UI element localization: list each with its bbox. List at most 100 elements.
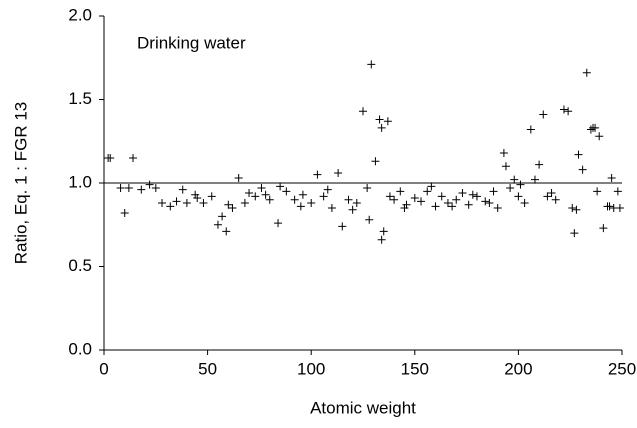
point [375, 115, 384, 124]
point [410, 194, 419, 203]
point [151, 184, 160, 193]
point [551, 195, 560, 204]
point [530, 175, 539, 184]
point [276, 182, 285, 191]
point [274, 219, 283, 228]
point [327, 204, 336, 213]
point [116, 184, 125, 193]
point [613, 187, 622, 196]
point [218, 212, 227, 221]
point [228, 204, 237, 213]
point [377, 123, 386, 132]
point [307, 199, 316, 208]
point [124, 184, 133, 193]
point [568, 204, 577, 213]
point [543, 192, 552, 201]
point [591, 123, 600, 132]
point [437, 192, 446, 201]
x-tick-label: 150 [401, 359, 429, 378]
point [472, 192, 481, 201]
point [385, 192, 394, 201]
x-tick-label: 0 [99, 359, 108, 378]
point [282, 187, 291, 196]
point [510, 175, 519, 184]
point [605, 202, 614, 211]
point [458, 189, 467, 198]
point [313, 170, 322, 179]
point [570, 229, 579, 238]
point [224, 200, 233, 209]
point [427, 182, 436, 191]
point [390, 195, 399, 204]
point [574, 150, 583, 159]
point [319, 192, 328, 201]
point [129, 153, 138, 162]
y-axis-label: Ratio, Eq. 1 : FGR 13 [11, 102, 30, 265]
point [265, 195, 274, 204]
point [489, 187, 498, 196]
x-tick-label: 200 [504, 359, 532, 378]
point [448, 202, 457, 211]
point [234, 173, 243, 182]
point [261, 190, 270, 199]
point [257, 184, 266, 193]
point [120, 209, 129, 218]
x-axis-label: Atomic weight [310, 398, 416, 417]
point [334, 168, 343, 177]
point [586, 125, 595, 134]
point [485, 199, 494, 208]
point [599, 224, 608, 233]
point [539, 110, 548, 119]
point [402, 200, 411, 209]
point [245, 189, 254, 198]
annotation: Drinking water [137, 33, 246, 52]
point [468, 190, 477, 199]
point [182, 199, 191, 208]
point [371, 157, 380, 166]
point [323, 185, 332, 194]
point [166, 202, 175, 211]
point [526, 125, 535, 134]
point [423, 187, 432, 196]
point [348, 205, 357, 214]
y-tick-label: 2.0 [68, 5, 92, 24]
point [452, 195, 461, 204]
point [520, 199, 529, 208]
point [222, 227, 231, 236]
point [493, 204, 502, 213]
y-tick-label: 0.0 [68, 339, 92, 358]
point [383, 117, 392, 126]
point [359, 107, 367, 116]
y-tick-label: 1.5 [68, 89, 92, 108]
point [564, 107, 573, 116]
point [290, 195, 299, 204]
y-tick-label: 1.0 [68, 172, 92, 191]
point [607, 173, 616, 182]
point [251, 192, 260, 201]
point [338, 222, 347, 231]
point [499, 148, 508, 157]
point [363, 184, 372, 193]
point [572, 205, 581, 214]
point [464, 200, 473, 209]
point [400, 204, 409, 213]
y-tick-label: 0.5 [68, 256, 92, 275]
point [417, 197, 426, 206]
point [514, 192, 523, 201]
point [298, 190, 307, 199]
point [595, 132, 604, 141]
point [296, 202, 305, 211]
point [516, 180, 525, 189]
point [106, 153, 115, 162]
point [365, 215, 374, 224]
point [207, 192, 216, 201]
point [352, 199, 361, 208]
point [191, 190, 200, 199]
point [501, 162, 510, 171]
point [615, 204, 624, 213]
point [172, 197, 181, 206]
point [377, 235, 386, 244]
point [547, 189, 556, 198]
x-tick-label: 250 [608, 359, 636, 378]
